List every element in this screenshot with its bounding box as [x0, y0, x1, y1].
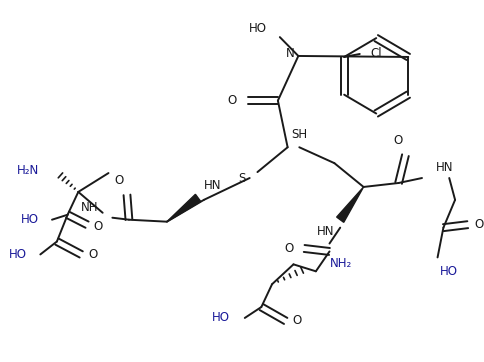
Text: HO: HO: [439, 265, 456, 278]
Text: HN: HN: [316, 225, 333, 238]
Text: O: O: [473, 218, 483, 231]
Text: O: O: [115, 174, 124, 187]
Text: HO: HO: [9, 248, 27, 261]
Text: N: N: [285, 47, 294, 60]
Text: HO: HO: [212, 311, 230, 324]
Text: O: O: [93, 220, 102, 233]
Text: H₂N: H₂N: [17, 164, 39, 177]
Text: HO: HO: [249, 22, 267, 35]
Text: Cl: Cl: [370, 47, 381, 60]
Text: O: O: [393, 134, 402, 147]
Text: O: O: [284, 242, 293, 255]
Text: O: O: [292, 315, 301, 327]
Text: S: S: [238, 172, 245, 185]
Text: HN: HN: [435, 161, 452, 174]
Polygon shape: [166, 194, 200, 222]
Text: O: O: [88, 248, 97, 261]
Text: NH: NH: [81, 201, 99, 214]
Text: SH: SH: [291, 128, 307, 141]
Text: O: O: [227, 94, 237, 107]
Text: HO: HO: [21, 213, 39, 226]
Text: HN: HN: [203, 179, 221, 192]
Polygon shape: [336, 187, 363, 222]
Text: NH₂: NH₂: [329, 257, 351, 270]
